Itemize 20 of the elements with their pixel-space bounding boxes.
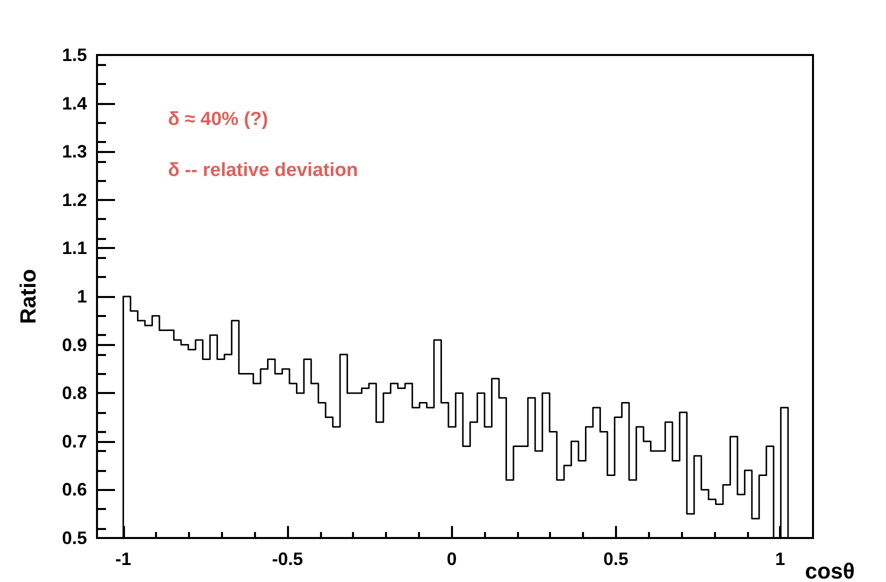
- y-tick-label: 1.3: [62, 142, 87, 162]
- x-tick-label: -1: [115, 549, 132, 569]
- annotation: δ ≈ 40% (?): [168, 109, 268, 130]
- y-tick-label: 0.9: [62, 334, 87, 355]
- y-tick-label: 0.5: [62, 528, 87, 548]
- x-tick-label: -0.5: [272, 549, 304, 569]
- y-tick-label: 1.4: [62, 93, 87, 114]
- y-tick-label: 1.5: [62, 45, 87, 65]
- x-axis-title: cosθ: [805, 558, 855, 582]
- y-tick-label: 1.1: [62, 238, 87, 258]
- annotation: δ -- relative deviation: [168, 160, 358, 181]
- y-tick-label: 0.7: [62, 431, 87, 452]
- x-tick-label: 0.5: [603, 549, 628, 569]
- y-tick-label: 1: [76, 286, 87, 306]
- y-tick-label: 0.6: [62, 480, 87, 500]
- y-axis-title: Ratio: [16, 269, 40, 324]
- y-tick-label: 1.2: [62, 190, 87, 210]
- x-tick-label: 1: [775, 549, 786, 569]
- x-tick-label: 0: [446, 549, 457, 569]
- y-tick-label: 0.8: [62, 383, 87, 404]
